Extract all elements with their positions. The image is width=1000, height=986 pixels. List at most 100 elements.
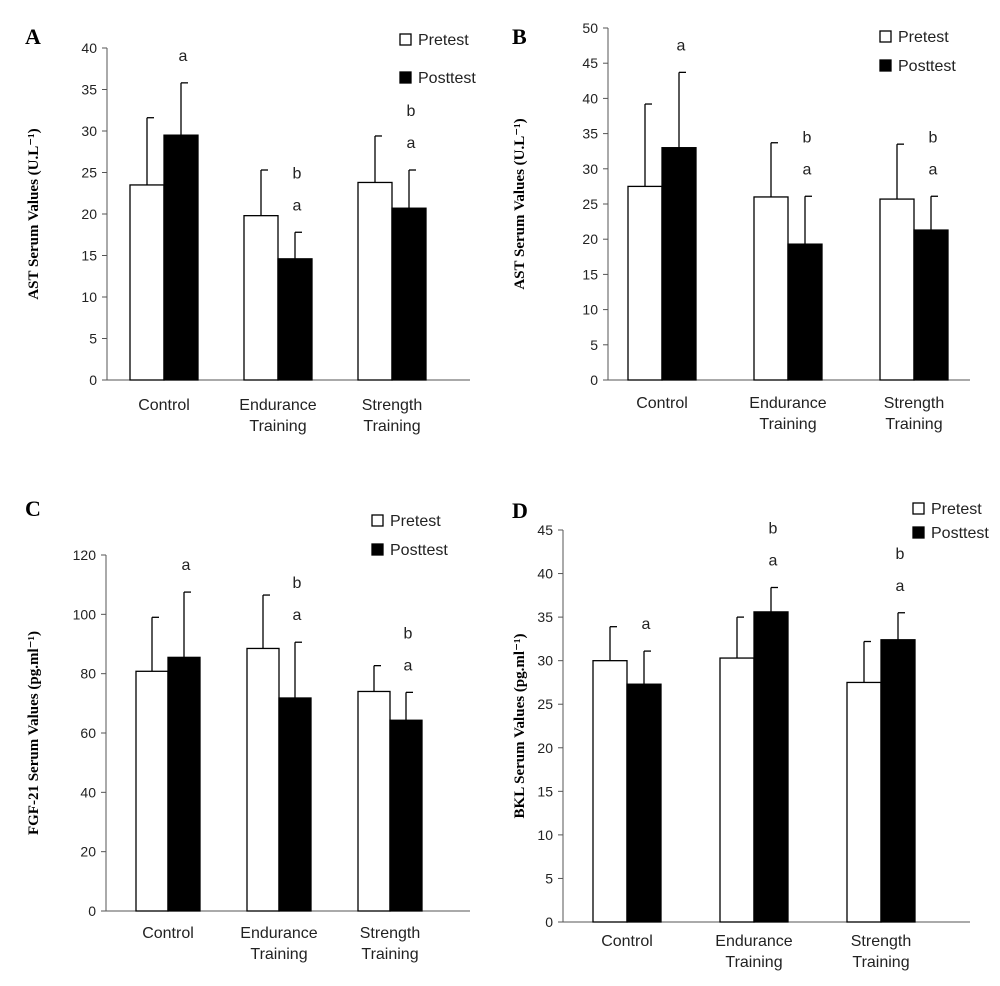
y-axis-label: AST Serum Values (U.L⁻¹) — [26, 128, 42, 299]
y-tick-label: 30 — [582, 161, 598, 177]
y-tick-label: 0 — [89, 372, 97, 388]
significance-letter: a — [404, 657, 413, 674]
y-tick-label: 30 — [537, 653, 553, 669]
legend-swatch-posttest — [399, 71, 412, 84]
y-tick-label: 15 — [582, 266, 598, 282]
bar-posttest — [167, 656, 201, 912]
y-tick-label: 50 — [582, 20, 598, 36]
legend-swatch-pretest — [912, 502, 925, 515]
bar-pretest — [627, 185, 663, 381]
legend-label: Pretest — [898, 29, 949, 46]
significance-letter: a — [179, 48, 188, 65]
significance-letter: a — [293, 197, 302, 214]
chart-panel-c: C FGF-21 Serum Values (pg.ml⁻¹) 0 20 40 60 80 1… — [0, 490, 500, 980]
bar-pretest — [135, 670, 169, 912]
y-tick-label: 5 — [590, 337, 598, 353]
x-category-label: Training — [852, 954, 909, 971]
y-tick-label: 35 — [81, 82, 97, 98]
y-tick-label: 120 — [73, 547, 97, 563]
bar-pretest — [753, 196, 789, 381]
bar-posttest — [278, 697, 312, 912]
x-category-label: Strength — [851, 933, 911, 950]
legend-swatch-posttest — [879, 59, 892, 72]
bar-posttest — [880, 639, 916, 923]
x-category-label: Strength — [884, 395, 944, 412]
chart-panel-a: A AST Serum Values (U.L⁻¹) 0 5 10 15 20 25 30 35 4… — [0, 0, 500, 470]
y-tick-label: 40 — [537, 566, 553, 582]
x-category-label: Training — [363, 418, 420, 435]
panel-letter: C — [25, 496, 41, 521]
y-tick-label: 45 — [582, 55, 598, 71]
y-tick-label: 0 — [88, 903, 96, 919]
y-tick-label: 40 — [81, 40, 97, 56]
x-category-label: Control — [636, 395, 688, 412]
bar-posttest — [389, 719, 423, 912]
y-tick-label: 100 — [73, 606, 97, 622]
y-tick-label: 25 — [81, 165, 97, 181]
significance-letter: b — [293, 165, 302, 182]
y-tick-label: 80 — [80, 666, 96, 682]
y-tick-label: 15 — [537, 783, 553, 799]
legend-label: Posttest — [418, 70, 476, 87]
y-tick-label: 40 — [582, 90, 598, 106]
significance-letter: a — [642, 616, 651, 633]
panel-letter: B — [512, 24, 527, 49]
significance-letter: b — [404, 625, 413, 642]
bar-pretest — [129, 184, 165, 381]
y-tick-label: 10 — [537, 827, 553, 843]
bar-posttest — [753, 611, 789, 923]
x-category-label: Control — [138, 397, 190, 414]
y-tick-label: 5 — [89, 331, 97, 347]
bar-posttest — [661, 147, 697, 381]
x-category-label: Endurance — [749, 395, 826, 412]
x-category-label: Strength — [360, 925, 420, 942]
y-tick-label: 20 — [582, 231, 598, 247]
significance-letter: a — [407, 135, 416, 152]
x-category-label: Training — [885, 416, 942, 433]
x-category-label: Control — [601, 933, 653, 950]
y-tick-label: 60 — [80, 725, 96, 741]
x-category-label: Training — [249, 418, 306, 435]
significance-letter: a — [929, 161, 938, 178]
bar-pretest — [879, 198, 915, 381]
y-axis-label: AST Serum Values (U.L⁻¹) — [512, 118, 528, 289]
bar-posttest — [163, 134, 199, 381]
y-tick-label: 10 — [81, 289, 97, 305]
y-axis-label: BKL Serum Values (pg.ml⁻¹) — [512, 634, 528, 819]
bar-pretest — [357, 181, 393, 381]
significance-letter: a — [896, 578, 905, 595]
legend-swatch-posttest — [371, 543, 384, 556]
significance-letter: b — [769, 520, 778, 537]
bar-pretest — [243, 215, 279, 381]
x-category-label: Endurance — [239, 397, 316, 414]
bar-pretest — [846, 681, 882, 923]
y-tick-label: 10 — [582, 302, 598, 318]
legend-label: Posttest — [931, 525, 989, 542]
bar-posttest — [913, 229, 949, 381]
x-category-label: Control — [142, 925, 194, 942]
y-tick-label: 20 — [80, 844, 96, 860]
chart-b-svg: B AST Serum Values (U.L⁻¹) 0 5 10 15 20 25 30 35 4… — [512, 20, 970, 433]
legend-label: Pretest — [931, 501, 982, 518]
significance-letter: a — [803, 161, 812, 178]
y-tick-label: 25 — [537, 696, 553, 712]
chart-c-svg: C FGF-21 Serum Values (pg.ml⁻¹) 0 20 40 60 80 1… — [25, 496, 470, 963]
significance-letter: a — [769, 552, 778, 569]
x-category-label: Strength — [362, 397, 422, 414]
y-tick-label: 35 — [537, 609, 553, 625]
legend-swatch-pretest — [879, 30, 892, 43]
legend-swatch-pretest — [399, 33, 412, 46]
bar-posttest — [626, 683, 662, 923]
legend-swatch-pretest — [371, 514, 384, 527]
y-tick-label: 15 — [81, 248, 97, 264]
y-tick-label: 20 — [537, 740, 553, 756]
y-tick-label: 45 — [537, 522, 553, 538]
significance-letter: b — [803, 129, 812, 146]
x-category-label: Training — [759, 416, 816, 433]
significance-letter: b — [407, 103, 416, 120]
bar-posttest — [391, 207, 427, 381]
panel-letter: A — [25, 24, 41, 49]
legend-label: Pretest — [418, 32, 469, 49]
significance-letter: a — [293, 607, 302, 624]
y-tick-label: 35 — [582, 126, 598, 142]
